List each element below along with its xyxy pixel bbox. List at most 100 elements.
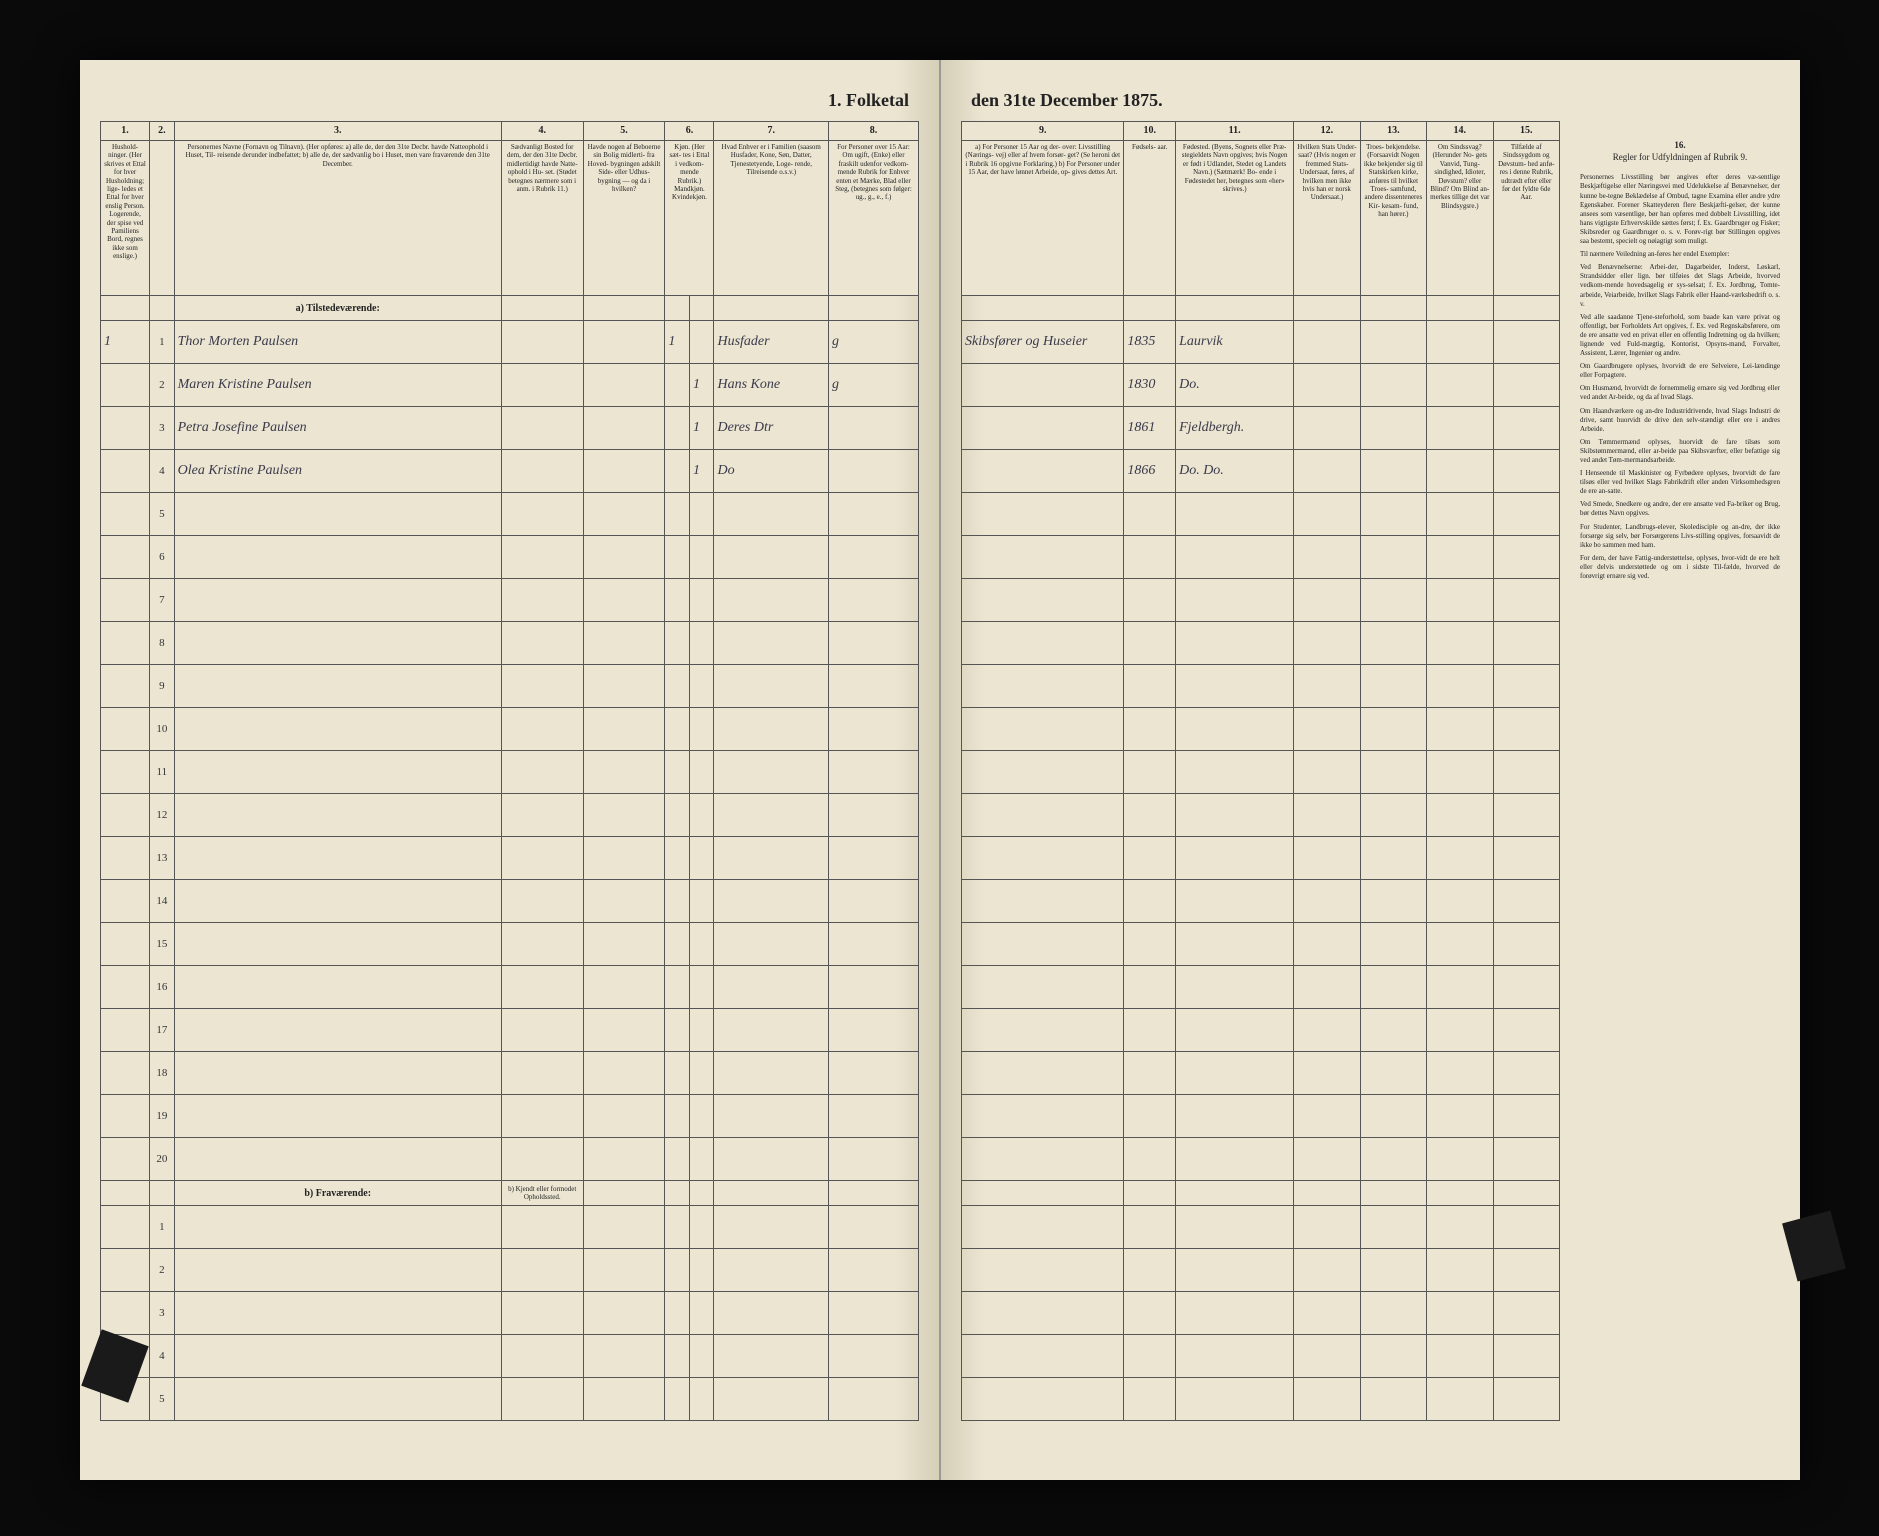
cell-birthyear <box>1124 837 1176 880</box>
table-row: 7 <box>101 579 919 622</box>
cell-male <box>665 1009 690 1052</box>
cell-c15 <box>1493 407 1559 450</box>
cell-c13 <box>1360 407 1426 450</box>
cell-c12 <box>1294 321 1360 364</box>
cell-occupation <box>962 837 1124 880</box>
cell-relation <box>714 1052 829 1095</box>
cell-c4 <box>501 1052 583 1095</box>
table-row: 18 <box>101 1052 919 1095</box>
cell-c4 <box>501 1009 583 1052</box>
cell-c12 <box>1294 923 1360 966</box>
cell-c4 <box>501 794 583 837</box>
head-8: For Personer over 15 Aar: Om ugift, (Enk… <box>828 141 918 296</box>
cell-household <box>101 708 150 751</box>
cell-birthyear <box>1124 665 1176 708</box>
head-14: Om Sindssvag? (Herunder No- gets Vanvid,… <box>1427 141 1493 296</box>
cell-occupation <box>962 923 1124 966</box>
cell-relation <box>714 665 829 708</box>
cell-rownum: 10 <box>150 708 175 751</box>
section-b-label: b) Fraværende: <box>174 1181 501 1206</box>
cell-female <box>689 794 714 837</box>
instructions-column-16: 16. Regler for Udfyldningen af Rubrik 9.… <box>1580 140 1780 585</box>
cell-household <box>101 794 150 837</box>
table-row: 1861 Fjeldbergh. <box>962 407 1560 450</box>
cell-c14 <box>1427 708 1493 751</box>
colnum-15: 15. <box>1493 122 1559 141</box>
cell-c4 <box>501 1138 583 1181</box>
table-row: 14 <box>101 880 919 923</box>
cell-birthplace: Fjeldbergh. <box>1176 407 1294 450</box>
cell-civil <box>828 837 918 880</box>
cell-c12 <box>1294 708 1360 751</box>
cell-birthplace <box>1176 708 1294 751</box>
cell-civil: g <box>828 364 918 407</box>
cell-household <box>101 364 150 407</box>
table-row: 8 <box>101 622 919 665</box>
cell-c14 <box>1427 966 1493 1009</box>
cell-c4 <box>501 450 583 493</box>
cell-c15 <box>1493 794 1559 837</box>
cell-c15 <box>1493 751 1559 794</box>
cell-rownum: 13 <box>150 837 175 880</box>
cell-name <box>174 665 501 708</box>
cell-occupation <box>962 665 1124 708</box>
cell-name <box>174 1138 501 1181</box>
cell-civil <box>828 493 918 536</box>
inst-p12: For dem, der have Fattig-understøttelse,… <box>1580 554 1780 581</box>
cell-rownum: 4 <box>150 1335 175 1378</box>
cell-c12 <box>1294 1009 1360 1052</box>
cell-relation <box>714 1095 829 1138</box>
cell-c12 <box>1294 880 1360 923</box>
cell-c5 <box>583 622 665 665</box>
cell-occupation <box>962 1052 1124 1095</box>
head-3: Personernes Navne (Fornavn og Tilnavn). … <box>174 141 501 296</box>
cell-relation <box>714 837 829 880</box>
cell-c15 <box>1493 622 1559 665</box>
cell-birthplace <box>1176 837 1294 880</box>
table-row: 3 Petra Josefine Paulsen 1 Deres Dtr <box>101 407 919 450</box>
cell-civil <box>828 665 918 708</box>
cell-occupation <box>962 880 1124 923</box>
cell-female <box>689 493 714 536</box>
cell-relation <box>714 579 829 622</box>
cell-c12 <box>1294 751 1360 794</box>
cell-c15 <box>1493 450 1559 493</box>
cell-birthyear <box>1124 1009 1176 1052</box>
cell-rownum: 2 <box>150 1249 175 1292</box>
table-row: 5 <box>101 493 919 536</box>
table-row: 6 <box>101 536 919 579</box>
inst-p5: Om Gaardbrugere oplyses, hvorvidt de ere… <box>1580 362 1780 380</box>
cell-c15 <box>1493 321 1559 364</box>
cell-rownum: 5 <box>150 493 175 536</box>
table-row <box>962 751 1560 794</box>
cell-name: Olea Kristine Paulsen <box>174 450 501 493</box>
cell-c5 <box>583 665 665 708</box>
cell-c14 <box>1427 407 1493 450</box>
cell-relation <box>714 708 829 751</box>
cell-c14 <box>1427 751 1493 794</box>
inst-p11: For Studenter, Landbrugs-elever, Skoledi… <box>1580 523 1780 550</box>
table-row <box>962 923 1560 966</box>
cell-c14 <box>1427 450 1493 493</box>
census-table-left: 1. 2. 3. 4. 5. 6. 7. 8. Hushold- ninger.… <box>100 121 919 1421</box>
head-2 <box>150 141 175 296</box>
cell-occupation <box>962 536 1124 579</box>
cell-birthyear <box>1124 1052 1176 1095</box>
cell-c4 <box>501 708 583 751</box>
cell-c5 <box>583 1138 665 1181</box>
inst-p4: Ved alle saadanne Tjene-steforhold, som … <box>1580 313 1780 358</box>
cell-c5 <box>583 1052 665 1095</box>
table-row: 4 Olea Kristine Paulsen 1 Do <box>101 450 919 493</box>
cell-c12 <box>1294 579 1360 622</box>
cell-rownum: 11 <box>150 751 175 794</box>
cell-c5 <box>583 450 665 493</box>
colnum-9: 9. <box>962 122 1124 141</box>
head-13: Troes- bekjendelse. (Forsaavidt Nogen ik… <box>1360 141 1426 296</box>
inst-p8: Om Tømmermænd oplyses, huorvidt de fare … <box>1580 438 1780 465</box>
cell-occupation: Skibsfører og Huseier <box>962 321 1124 364</box>
cell-occupation <box>962 579 1124 622</box>
cell-c15 <box>1493 966 1559 1009</box>
inst-p2: Til nærmere Veiledning an-føres her ende… <box>1580 250 1780 259</box>
cell-civil <box>828 1052 918 1095</box>
cell-c15 <box>1493 880 1559 923</box>
